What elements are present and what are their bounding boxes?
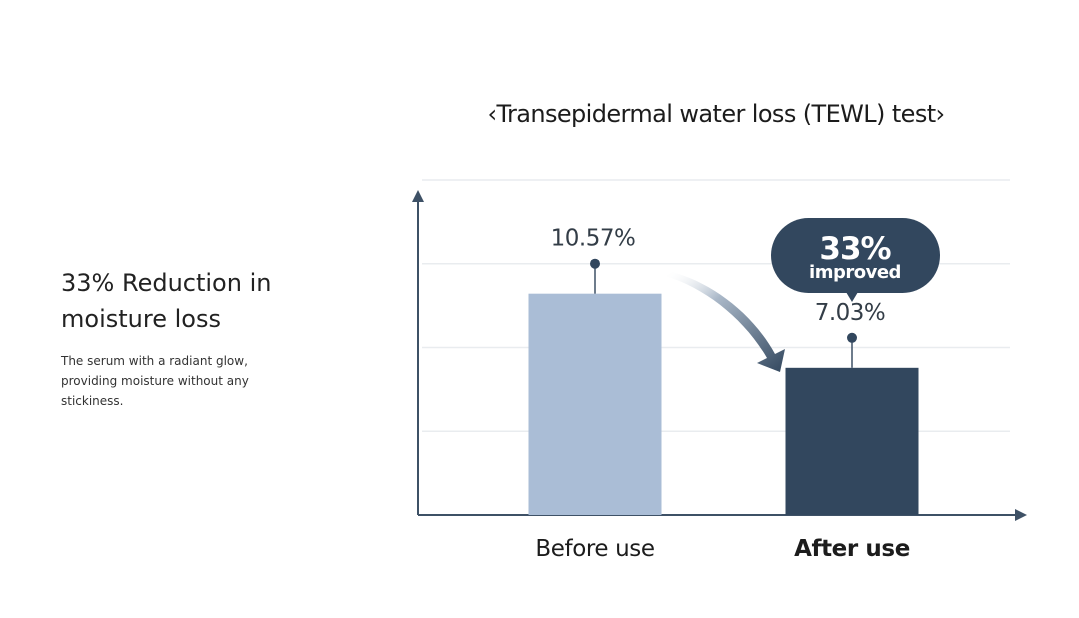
value-dot-before-use [590, 258, 600, 269]
bar-before-use [528, 293, 662, 515]
x-axis-arrow-icon [1015, 509, 1027, 521]
decrease-arrow-icon [665, 272, 785, 372]
value-dot-after-use [847, 332, 857, 343]
callout-pointer-icon [846, 292, 858, 302]
intro-body: The serum with a radiant glow, providing… [61, 354, 249, 408]
category-label-after-use: After use [794, 536, 910, 562]
bar-after-use [785, 367, 919, 515]
y-axis-arrow-icon [412, 190, 424, 202]
improvement-callout: 33% improved [771, 218, 940, 302]
intro-block: 33% Reduction in moisture loss The serum… [61, 265, 361, 411]
category-label-before-use: Before use [535, 536, 654, 562]
grid-lines [422, 179, 1010, 432]
chart-title: ‹Transepidermal water loss (TEWL) test› [487, 100, 944, 128]
callout-bubble [771, 218, 940, 293]
callout-label: improved [809, 262, 901, 283]
value-label-after-use: 7.03% [815, 300, 886, 326]
bars: 10.57% Before use 7.03% After use [528, 226, 919, 562]
callout-percent: 33% [819, 231, 891, 267]
intro-heading: 33% Reduction in moisture loss [61, 269, 272, 333]
value-label-before-use: 10.57% [551, 226, 636, 252]
